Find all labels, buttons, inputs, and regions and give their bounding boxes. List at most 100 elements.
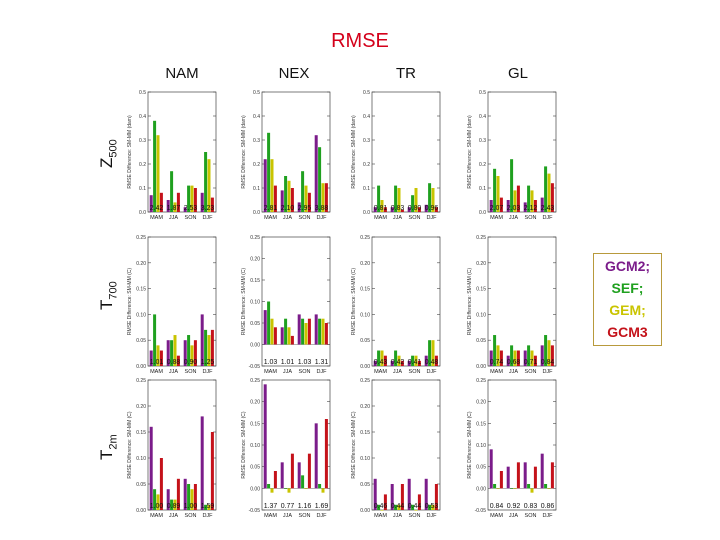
y-axis-label: RMSE Difference: SM-MM (dam) <box>127 115 133 189</box>
bar-gem-mam <box>156 135 160 212</box>
bar-sef-djf <box>204 152 208 212</box>
y-tick-label: 0.20 <box>250 257 260 263</box>
x-tick-label: MAM <box>374 513 387 519</box>
bar-gcm2-jja <box>506 200 510 212</box>
data-label: 2.95 <box>298 205 312 212</box>
bar-gcm2-mam <box>373 207 377 212</box>
y-tick-label: 0.05 <box>476 338 486 344</box>
y-tick-label: 0.5 <box>139 90 146 96</box>
bar-sef-jja <box>170 499 174 510</box>
x-tick-label: JJA <box>393 513 403 519</box>
data-label: 1.16 <box>298 503 312 510</box>
y-tick-label: 0.0 <box>479 210 486 216</box>
x-tick-label: DJF <box>202 513 213 519</box>
column-header-nam: NAM <box>165 65 199 82</box>
bar-sef-djf <box>318 318 322 345</box>
bar-gem-djf <box>431 188 435 212</box>
y-tick-label: 0.25 <box>136 235 146 241</box>
data-label: 0.44 <box>408 503 422 510</box>
bar-gem-son <box>414 510 418 511</box>
legend-item-gem: GEM; <box>609 302 646 318</box>
bar-gcm2-jja <box>506 355 510 366</box>
bar-gcm3-jja <box>516 462 520 489</box>
x-tick-label: JJA <box>283 369 293 375</box>
x-tick-label: MAM <box>490 215 503 221</box>
data-label: 2.81 <box>264 205 278 212</box>
x-tick-label: DJF <box>202 369 213 375</box>
bar-gem-son <box>530 488 534 493</box>
x-tick-label: JJA <box>283 215 293 221</box>
bar-gem-son <box>190 489 194 510</box>
bar-gem-mam <box>380 350 384 366</box>
bar-sef-son <box>411 195 415 212</box>
bar-gcm2-mam <box>263 159 267 212</box>
y-tick-label: 0.05 <box>360 338 370 344</box>
legend: GCM2; SEF; GEM; GCM3 <box>593 253 662 346</box>
x-tick-label: MAM <box>150 215 163 221</box>
bar-sef-jja <box>394 350 398 366</box>
bar-gcm2-djf <box>200 416 204 510</box>
x-tick-label: MAM <box>490 513 503 519</box>
bar-gem-mam <box>496 345 500 366</box>
bar-gcm3-son <box>417 494 421 510</box>
bar-gcm3-mam <box>273 185 277 212</box>
bar-gcm3-djf <box>324 419 328 489</box>
x-tick-label: DJF <box>202 215 213 221</box>
column-header-gl: GL <box>507 65 528 82</box>
bar-gcm2-jja <box>390 360 394 366</box>
column-header-tr: TR <box>396 65 416 82</box>
bar-gcm2-mam <box>489 350 493 366</box>
data-label: 2.07 <box>490 205 504 212</box>
y-axis-label: RMSE Difference: SM-MM (dam) <box>467 115 473 189</box>
bar-gem-jja <box>173 499 177 510</box>
bar-gem-son <box>414 188 418 212</box>
data-label: 0.88 <box>167 359 181 366</box>
x-tick-label: JJA <box>509 369 519 375</box>
bar-gcm2-son <box>183 340 187 366</box>
bar-gcm3-djf <box>434 207 438 212</box>
y-tick-label: 0.10 <box>476 443 486 449</box>
y-tick-label: 0.3 <box>139 138 146 144</box>
y-axis-label: RMSE Difference: SM-MM (C) <box>351 268 357 335</box>
bar-gem-mam <box>496 176 500 212</box>
y-tick-label: 0.10 <box>250 443 260 449</box>
x-tick-label: DJF <box>316 215 327 221</box>
bar-gem-djf <box>431 504 435 510</box>
bar-sef-djf <box>318 484 322 489</box>
y-tick-label: 0.5 <box>253 90 260 96</box>
y-tick-label: 0.4 <box>363 114 370 120</box>
bar-gem-jja <box>397 355 401 366</box>
y-axis-label: RMSE Difference: SM-MM (C) <box>127 411 133 478</box>
y-tick-label: 0.15 <box>476 421 486 427</box>
y-axis-label: RMSE Difference: SM-MM (dam) <box>351 115 357 189</box>
bar-gem-djf <box>207 335 211 366</box>
y-tick-label: 0.2 <box>363 162 370 168</box>
bar-gcm2-djf <box>424 478 428 510</box>
bar-gem-mam <box>496 488 500 489</box>
y-tick-label: 0.10 <box>476 312 486 318</box>
bar-gcm3-jja <box>290 453 294 489</box>
bar-gcm2-son <box>297 462 301 489</box>
bar-sef-mam <box>153 489 157 510</box>
x-tick-label: DJF <box>426 513 437 519</box>
y-tick-label: 0.1 <box>363 186 370 192</box>
y-tick-label: 0.1 <box>253 186 260 192</box>
data-label: 0.96 <box>425 205 439 212</box>
plot-frame <box>487 236 557 367</box>
x-tick-label: DJF <box>542 513 553 519</box>
x-tick-label: SON <box>525 369 537 375</box>
bar-gcm3-son <box>417 207 421 212</box>
bar-sef-mam <box>267 301 271 345</box>
y-tick-label: 0.3 <box>479 138 486 144</box>
bar-gcm2-jja <box>390 484 394 510</box>
y-tick-label: 0.1 <box>479 186 486 192</box>
x-tick-label: JJA <box>283 513 293 519</box>
bar-gcm2-son <box>183 207 187 212</box>
bar-gem-djf <box>321 318 325 345</box>
x-tick-label: MAM <box>264 215 277 221</box>
bar-gcm2-mam <box>373 478 377 510</box>
bar-sef-jja <box>284 176 288 212</box>
x-tick-label: JJA <box>169 369 179 375</box>
y-tick-label: 0.10 <box>250 300 260 306</box>
bar-gcm2-son <box>297 314 301 345</box>
